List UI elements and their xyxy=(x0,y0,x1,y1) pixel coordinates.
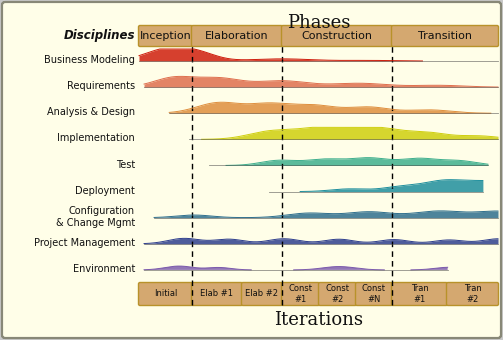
Text: Construction: Construction xyxy=(301,31,373,41)
Text: Elab #1: Elab #1 xyxy=(201,289,233,299)
FancyBboxPatch shape xyxy=(318,283,357,306)
Text: Disciplines: Disciplines xyxy=(63,30,135,42)
Text: Const
#1: Const #1 xyxy=(289,284,312,304)
Text: Iterations: Iterations xyxy=(274,311,363,329)
FancyBboxPatch shape xyxy=(192,26,283,47)
Text: Elaboration: Elaboration xyxy=(205,31,269,41)
Text: Phases: Phases xyxy=(287,14,350,32)
Text: Const
#2: Const #2 xyxy=(325,284,350,304)
Text: Business Modeling: Business Modeling xyxy=(44,55,135,65)
Text: Analysis & Design: Analysis & Design xyxy=(47,107,135,117)
FancyBboxPatch shape xyxy=(192,283,242,306)
Text: Project Management: Project Management xyxy=(34,238,135,248)
Text: Requirements: Requirements xyxy=(67,81,135,91)
FancyBboxPatch shape xyxy=(391,26,498,47)
Text: Transition: Transition xyxy=(418,31,472,41)
FancyBboxPatch shape xyxy=(138,283,193,306)
Text: Environment: Environment xyxy=(72,264,135,274)
Text: Configuration
& Change Mgmt: Configuration & Change Mgmt xyxy=(56,206,135,227)
FancyBboxPatch shape xyxy=(447,283,498,306)
FancyBboxPatch shape xyxy=(138,26,193,47)
Text: Const
#N: Const #N xyxy=(362,284,386,304)
FancyBboxPatch shape xyxy=(282,26,392,47)
FancyBboxPatch shape xyxy=(391,283,448,306)
FancyBboxPatch shape xyxy=(241,283,283,306)
Text: Tran
#1: Tran #1 xyxy=(410,284,429,304)
FancyBboxPatch shape xyxy=(356,283,392,306)
Text: Tran
#2: Tran #2 xyxy=(464,284,481,304)
Text: Initial: Initial xyxy=(154,289,177,299)
FancyBboxPatch shape xyxy=(282,283,319,306)
Text: Elab #2: Elab #2 xyxy=(245,289,279,299)
Text: Deployment: Deployment xyxy=(75,186,135,196)
Text: Implementation: Implementation xyxy=(57,133,135,143)
Text: Test: Test xyxy=(116,159,135,170)
Text: Inception: Inception xyxy=(140,31,191,41)
